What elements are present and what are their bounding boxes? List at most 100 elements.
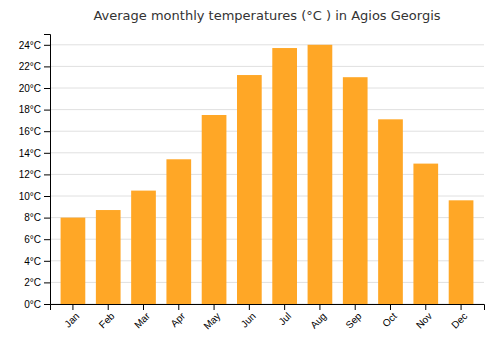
y-tick: 20°C	[19, 83, 50, 94]
x-tick: Dec	[449, 304, 469, 331]
x-tick: Jul	[276, 304, 293, 327]
bar	[308, 45, 333, 304]
tick-mark	[44, 261, 50, 262]
grid-line	[50, 152, 484, 153]
tick-mark	[72, 304, 73, 310]
tick-mark	[44, 304, 50, 305]
tick-mark	[319, 304, 320, 310]
grid-line	[50, 44, 484, 45]
tick-mark	[44, 66, 50, 67]
tick-label: Jun	[239, 310, 258, 329]
x-tick: Aug	[308, 304, 328, 331]
bar	[61, 218, 86, 304]
grid-line	[50, 131, 484, 132]
tick-mark	[425, 304, 426, 310]
tick-label: Mar	[132, 310, 152, 330]
tick-label: Dec	[449, 310, 469, 330]
x-tick: Feb	[97, 304, 117, 330]
tick-mark	[214, 304, 215, 310]
grid-line	[50, 66, 484, 67]
bar	[237, 75, 262, 304]
tick-mark	[44, 153, 50, 154]
title: Average monthly temperatures (°C ) in Ag…	[93, 8, 440, 23]
bar	[378, 119, 403, 304]
tick-label: 22°C	[19, 61, 41, 72]
tick-mark	[44, 88, 50, 89]
axis-line	[51, 305, 485, 311]
tick-mark	[44, 131, 50, 132]
tick-mark	[461, 304, 462, 310]
tick-label: 24°C	[19, 40, 41, 51]
bar	[272, 48, 297, 304]
y-tick: 18°C	[19, 104, 50, 115]
bar	[449, 200, 474, 304]
tick-mark	[355, 304, 356, 310]
tick-label: Nov	[414, 310, 434, 330]
y-tick: 24°C	[19, 40, 50, 51]
x-tick: Oct	[380, 304, 399, 329]
grid-line	[50, 88, 484, 89]
y-tick: 0°C	[24, 299, 50, 310]
grid	[50, 45, 484, 304]
tick-label: 16°C	[19, 126, 41, 137]
tick-label: Jul	[276, 310, 293, 327]
tick-mark	[143, 304, 144, 310]
tick-mark	[249, 304, 250, 310]
tick-label: 14°C	[19, 148, 41, 159]
bar	[413, 164, 438, 304]
grid-line	[50, 109, 484, 110]
bar	[166, 159, 191, 304]
x-tick: May	[201, 304, 222, 332]
tick-label: 20°C	[19, 83, 41, 94]
x-tick: Apr	[168, 304, 187, 329]
tick-mark	[44, 174, 50, 175]
tick-label: Oct	[380, 310, 399, 329]
tick-label: Apr	[168, 310, 187, 329]
tick-label: 12°C	[19, 169, 41, 180]
y-tick: 8°C	[24, 212, 50, 223]
y-tick: 14°C	[19, 148, 50, 159]
x-tick: Mar	[132, 304, 152, 330]
tick-label: Aug	[308, 310, 328, 330]
y-tick: 22°C	[19, 61, 50, 72]
y-tick: 6°C	[24, 234, 50, 245]
tick-label: 18°C	[19, 104, 41, 115]
y-tick: 16°C	[19, 126, 50, 137]
y-tick: 2°C	[24, 277, 50, 288]
x-tick: Jun	[239, 304, 258, 330]
tick-mark	[44, 110, 50, 111]
tick-label: 2°C	[24, 277, 41, 288]
x-axis: Jan Feb Mar Apr May Jun Jul Aug Sep Oct Nov Dec	[51, 304, 485, 332]
tick-label: Feb	[97, 310, 117, 330]
tick-label: Jan	[62, 310, 81, 329]
bar	[96, 210, 121, 304]
bars	[61, 45, 474, 304]
bar	[343, 77, 368, 304]
y-axis: 0°C 2°C 4°C 6°C 8°C 10°C 12°C 14°C 16°C 18°C 20°C 2…	[19, 35, 51, 310]
tick-label: 0°C	[24, 299, 41, 310]
tick-label: 6°C	[24, 234, 41, 245]
x-tick: Sep	[343, 304, 364, 331]
x-tick: Jan	[62, 304, 81, 330]
chart: 0°C 2°C 4°C 6°C 8°C 10°C 12°C 14°C 16°C 18°C 20°C 2…	[0, 0, 500, 350]
tick-mark	[284, 304, 285, 310]
tick-mark	[178, 304, 179, 310]
tick-label: 4°C	[24, 256, 41, 267]
axis-line	[44, 35, 51, 305]
tick-mark	[44, 282, 50, 283]
tick-mark	[44, 196, 50, 197]
tick-label: 10°C	[19, 191, 41, 202]
y-tick: 10°C	[19, 191, 50, 202]
tick-label: May	[201, 310, 222, 331]
y-tick: 4°C	[24, 256, 50, 267]
plot: 0°C 2°C 4°C 6°C 8°C 10°C 12°C 14°C 16°C 18°C 20°C 2…	[19, 35, 485, 332]
y-tick: 12°C	[19, 169, 50, 180]
tick-label: 8°C	[24, 212, 41, 223]
tick-mark	[44, 45, 50, 46]
bar	[131, 191, 156, 304]
tick-mark	[44, 239, 50, 240]
tick-label: Sep	[343, 310, 364, 331]
x-tick: Nov	[414, 304, 434, 331]
tick-mark	[44, 218, 50, 219]
bar	[202, 115, 227, 304]
